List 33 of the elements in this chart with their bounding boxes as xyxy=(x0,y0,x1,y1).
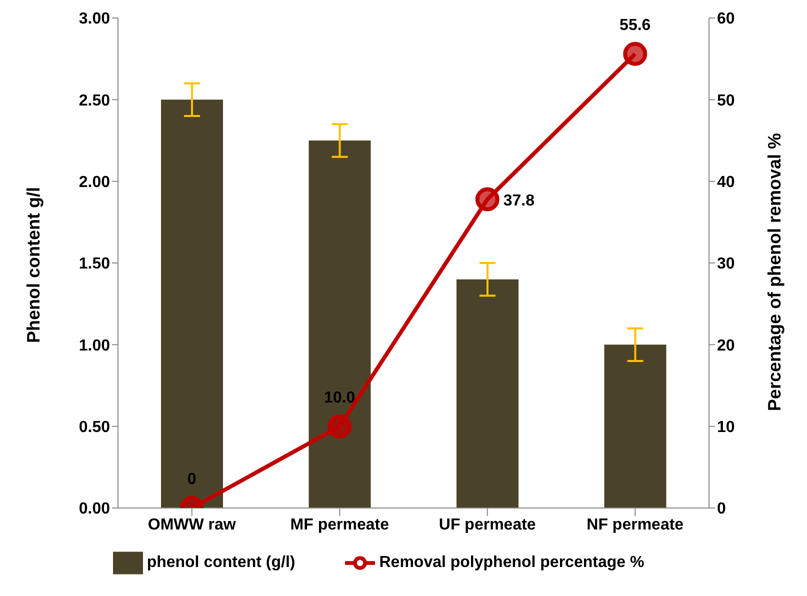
y-tick-label: 0.50 xyxy=(78,419,110,436)
point xyxy=(623,42,648,66)
bar xyxy=(161,100,223,508)
y2-tick-label: 10 xyxy=(717,419,735,436)
y-axis-title: Phenol content g/l xyxy=(23,187,44,343)
legend-label: Removal polyphenol percentage % xyxy=(379,554,644,572)
y2-tick-label: 20 xyxy=(717,337,735,354)
y2-axis-title: Percentage of phenol removal % xyxy=(764,133,784,412)
y-tick-label: 3.00 xyxy=(78,10,110,28)
y2-tick-label: 60 xyxy=(717,10,735,28)
y-tick-label: 2.50 xyxy=(78,92,110,110)
legend-label: phenol content (g/l) xyxy=(146,554,296,572)
x-tick-label: UF permeate xyxy=(438,516,536,534)
data-label: 37.8 xyxy=(503,192,535,210)
bar xyxy=(604,344,666,508)
data-label: 10.0 xyxy=(324,389,356,406)
bar xyxy=(456,279,518,508)
y-tick-label: 2.00 xyxy=(78,174,110,192)
y-tick-label: 1.50 xyxy=(78,256,110,273)
data-label: 55.6 xyxy=(620,16,651,34)
y-tick-label: 0.00 xyxy=(78,500,110,518)
x-tick-label: MF permeate xyxy=(290,516,390,534)
y2-tick-label: 40 xyxy=(717,174,735,192)
data-label: 0 xyxy=(187,471,196,488)
y2-tick-label: 50 xyxy=(717,92,735,110)
point xyxy=(475,187,500,212)
y-tick-label: 1.00 xyxy=(78,337,110,354)
y2-tick-label: 30 xyxy=(717,256,735,273)
x-tick-label: OMWW raw xyxy=(148,516,236,534)
point xyxy=(328,414,352,438)
y2-tick-label: 0 xyxy=(717,500,726,518)
x-tick-label: NF permeate xyxy=(586,516,684,534)
bar xyxy=(308,140,371,508)
